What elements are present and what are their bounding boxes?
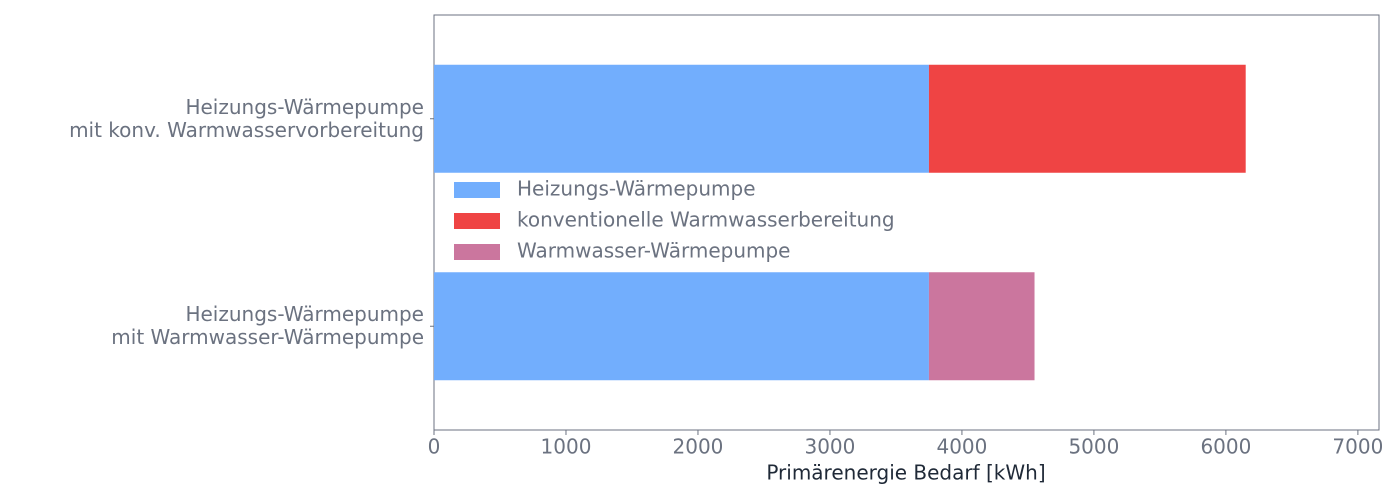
x-tick-label: 7000 <box>1332 435 1383 459</box>
plot-frame <box>433 14 1380 431</box>
x-tick-label: 5000 <box>1068 435 1119 459</box>
legend-swatch <box>454 244 500 260</box>
x-tick-label: 4000 <box>936 435 987 459</box>
x-tick-label: 1000 <box>541 435 592 459</box>
x-tick-label: 0 <box>428 435 441 459</box>
legend-label: Heizungs-Wärmepumpe <box>517 177 756 201</box>
legend-swatch <box>454 213 500 229</box>
x-tick-label: 6000 <box>1200 435 1251 459</box>
y-tick-label: Heizungs-Wärmepumpe mit konv. Warmwasser… <box>69 94 424 142</box>
legend-swatch <box>454 182 500 198</box>
legend-label: konventionelle Warmwasserbereitung <box>517 208 895 232</box>
x-tick-label: 2000 <box>673 435 724 459</box>
bar-segment <box>928 272 1035 381</box>
x-axis-label: Primärenergie Bedarf [kWh] <box>766 461 1045 485</box>
legend-label: Warmwasser-Wärmepumpe <box>517 239 790 263</box>
bar-segment <box>928 64 1246 173</box>
x-tick-label: 3000 <box>804 435 855 459</box>
y-tick-label: Heizungs-Wärmepumpe mit Warmwasser-Wärme… <box>111 302 424 350</box>
bar-segment <box>434 272 929 381</box>
bar-segment <box>434 64 929 173</box>
